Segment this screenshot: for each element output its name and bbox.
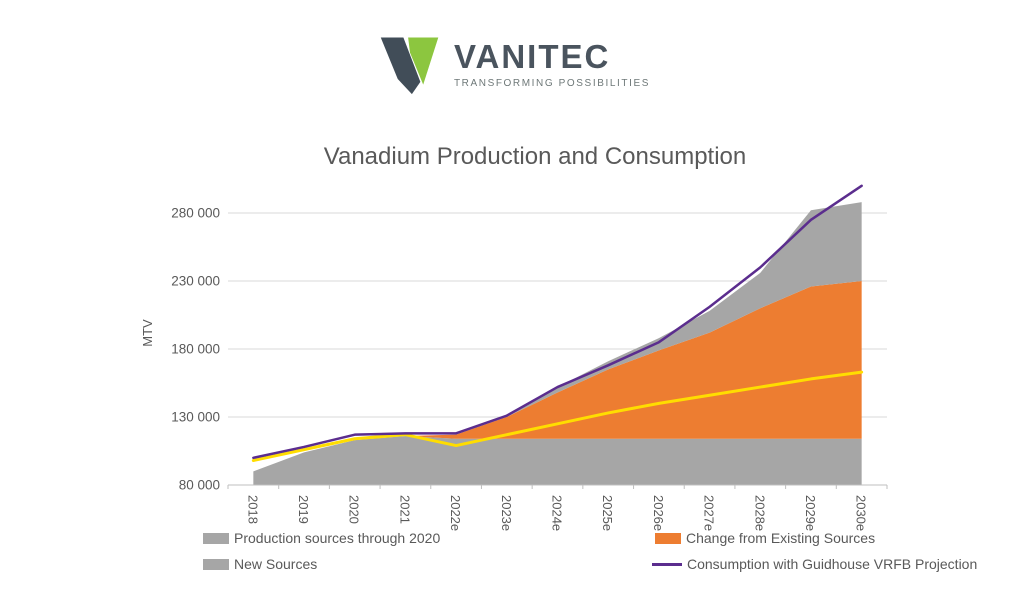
legend-label: Consumption with Guidhouse VRFB Projecti… (687, 556, 978, 572)
legend-item-new-sources: New Sources (203, 556, 317, 572)
y-tick-label: 180 000 (171, 342, 220, 357)
vanitec-logo: VANITEC TRANSFORMING POSSIBILITIES (0, 30, 1024, 96)
logo-text: VANITEC TRANSFORMING POSSIBILITIES (454, 40, 650, 89)
chart-title: Vanadium Production and Consumption (323, 143, 747, 170)
vanitec-logo-mark-icon (380, 37, 439, 95)
legend-swatch-purple-line (652, 562, 682, 566)
x-tick-label: 2020 (347, 495, 362, 524)
y-tick-label: 130 000 (171, 410, 220, 425)
x-tick-label: 2030e (854, 495, 869, 531)
logo-name: VANITEC (453, 38, 611, 75)
y-tick-label: 280 000 (171, 206, 220, 221)
x-tick-label: 2024e (550, 495, 565, 531)
line-unlabeled-yellow-line (251, 370, 864, 463)
legend-item-production-sources: Production sources through 2020 (203, 530, 440, 546)
x-tick-label: 2019 (296, 495, 311, 524)
chart-legend: Production sources through 2020 New Sour… (0, 524, 1024, 584)
legend-item-consumption-projection: Consumption with Guidhouse VRFB Projecti… (652, 556, 977, 572)
legend-label: Production sources through 2020 (234, 530, 441, 546)
x-tick-label: 2025e (600, 495, 615, 531)
logo-tagline: TRANSFORMING POSSIBILITIES (453, 78, 651, 89)
area-production-sources-through-2020 (253, 436, 862, 485)
x-tick-label: 2023e (499, 495, 514, 531)
x-tick-label: 2028e (752, 495, 767, 531)
area-change-from-existing-sources (253, 281, 862, 472)
legend-item-change-existing-sources: Change from Existing Sources (655, 530, 875, 546)
x-tick-label: 2018 (245, 495, 260, 524)
y-tick-label: 80 000 (179, 478, 220, 493)
x-tick-label: 2021 (397, 495, 412, 524)
y-axis-title: MTV (140, 319, 155, 347)
x-tick-label: 2027e (702, 495, 717, 531)
y-tick-label: 230 000 (171, 274, 220, 289)
legend-label: New Sources (234, 556, 318, 572)
x-tick-label: 2029e (803, 495, 818, 531)
x-tick-label: 2022e (448, 495, 463, 531)
legend-swatch-gray (203, 532, 229, 544)
legend-swatch-gray (203, 558, 229, 570)
x-tick-label: 2026e (651, 495, 666, 531)
line-consumption-with-guidhouse-vrfb-projection (252, 184, 863, 460)
legend-label: Change from Existing Sources (686, 530, 876, 546)
legend-swatch-orange (655, 532, 681, 544)
